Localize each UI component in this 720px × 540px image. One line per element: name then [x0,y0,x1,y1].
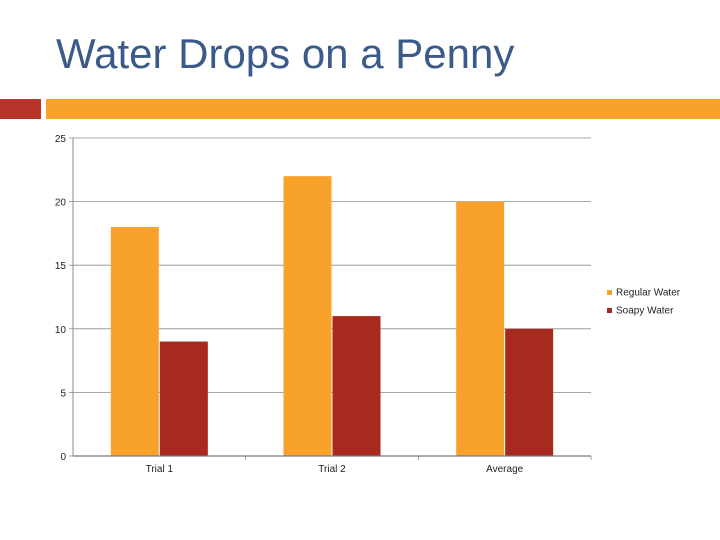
bar-regular-water [283,176,332,456]
legend-label-regular-water: Regular Water [616,288,681,299]
bar-soapy-water [332,316,381,456]
bar-regular-water [110,227,159,456]
x-category-label: Trial 2 [318,464,346,475]
y-tick-label: 5 [60,388,66,399]
y-tick-label: 20 [55,198,67,209]
y-tick-label: 15 [55,261,67,272]
x-category-label: Trial 1 [146,464,174,475]
legend-label-soapy-water: Soapy Water [616,306,674,317]
title-accent-bar-right [46,99,720,119]
title-accent-bar-left [0,99,41,119]
x-category-label: Average [486,464,524,475]
y-tick-label: 0 [60,452,66,463]
bar-soapy-water [159,341,208,456]
legend-swatch-soapy-water [607,308,612,313]
slide-title: Water Drops on a Penny [56,30,515,77]
y-tick-label: 25 [55,134,67,145]
y-tick-label: 10 [55,325,67,336]
bar-regular-water [456,201,505,456]
bar-soapy-water [505,328,554,456]
legend-swatch-regular-water [607,290,612,295]
